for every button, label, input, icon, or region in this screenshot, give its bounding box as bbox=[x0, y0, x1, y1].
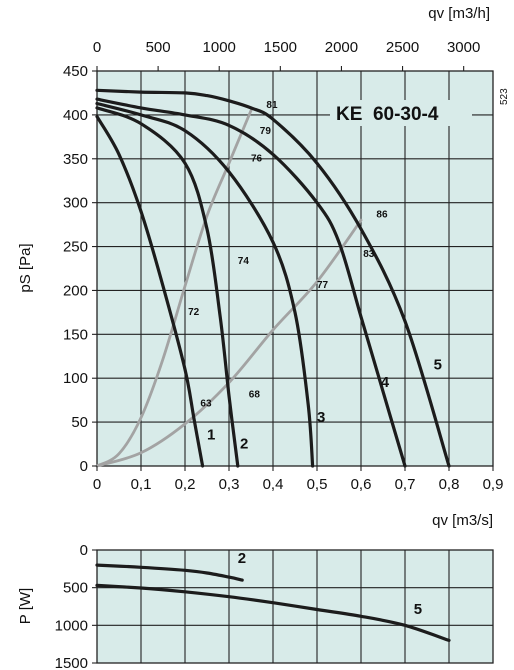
x-top-axis-title: qv [m3/h] bbox=[428, 5, 490, 22]
efficiency-labels: 63 72 74 76 79 81 68 77 83 86 bbox=[188, 100, 388, 409]
power-curve-labels: 25 bbox=[238, 550, 422, 618]
power-tick-labels: 0 500 1000 1500 bbox=[55, 542, 97, 670]
chart-title: KE 60-30-4 bbox=[336, 104, 439, 125]
efficiency-label: 72 bbox=[188, 307, 200, 318]
power-y-axis-title: P [W] bbox=[17, 588, 34, 624]
curve-number-label: 5 bbox=[434, 356, 442, 373]
efficiency-label: 68 bbox=[249, 390, 261, 401]
y-tick-label: 450 bbox=[63, 63, 88, 80]
power-grid bbox=[97, 550, 493, 663]
x-tick-label: 0,6 bbox=[351, 476, 372, 493]
y-tick-label: 100 bbox=[63, 370, 88, 387]
efficiency-curve bbox=[95, 218, 363, 468]
x-tick-label: 0,8 bbox=[439, 476, 460, 493]
y-tick-label: 400 bbox=[63, 107, 88, 124]
curve-number-label: 3 bbox=[317, 409, 325, 426]
y-tick-label: 150 bbox=[63, 326, 88, 343]
x-top-tick-label: 2000 bbox=[325, 39, 358, 56]
efficiency-label: 86 bbox=[376, 210, 388, 221]
power-curves bbox=[95, 563, 451, 642]
main-tick-labels: 0 0,1 0,2 0,3 0,4 0,5 0,6 0,7 0,8 0,9 0 50 100 150 200… bbox=[63, 63, 503, 493]
efficiency-label: 79 bbox=[260, 126, 272, 137]
efficiency-label: 74 bbox=[238, 256, 250, 267]
curve-labels: 1 2 3 4 5 bbox=[207, 356, 442, 452]
x-tick-label: 0 bbox=[93, 476, 101, 493]
pressure-curve-5 bbox=[95, 88, 451, 468]
curve-number-label: 1 bbox=[207, 427, 215, 444]
x-tick-label: 0,5 bbox=[307, 476, 328, 493]
x-top-tick-label: 3000 bbox=[447, 39, 480, 56]
efficiency-label: 63 bbox=[200, 398, 212, 409]
curve-number-label: 4 bbox=[381, 374, 390, 391]
y-tick-label: 250 bbox=[63, 239, 88, 256]
y-tick-label: 0 bbox=[80, 458, 88, 475]
x-tick-label: 0,3 bbox=[219, 476, 240, 493]
power-curve-2 bbox=[95, 563, 244, 582]
efficiency-label: 77 bbox=[317, 280, 329, 291]
power-y-tick-label: 1000 bbox=[55, 617, 88, 634]
power-y-tick-label: 0 bbox=[80, 542, 88, 559]
y-tick-label: 300 bbox=[63, 195, 88, 212]
efficiency-label: 83 bbox=[363, 249, 375, 260]
x-tick-label: 0,9 bbox=[483, 476, 504, 493]
x-top-tick-label: 1000 bbox=[203, 39, 236, 56]
pressure-curve-4 bbox=[95, 97, 407, 468]
x-top-tick-label: 2500 bbox=[386, 39, 419, 56]
y-tick-label: 200 bbox=[63, 282, 88, 299]
curve-number-label: 2 bbox=[240, 435, 248, 452]
x-axis-title: qv [m3/s] bbox=[432, 512, 493, 529]
x-tick-label: 0,1 bbox=[131, 476, 152, 493]
power-curve-number-label: 5 bbox=[414, 601, 422, 618]
top-tick-labels: 0 500 1000 1500 2000 2500 3000 bbox=[93, 39, 480, 71]
x-top-tick-label: 1500 bbox=[264, 39, 297, 56]
efficiency-label: 76 bbox=[251, 153, 263, 164]
title-background bbox=[330, 100, 472, 126]
power-curve-5 bbox=[95, 583, 451, 642]
power-y-tick-label: 500 bbox=[63, 580, 88, 597]
pressure-curve-2 bbox=[95, 106, 240, 468]
y-tick-label: 50 bbox=[71, 414, 88, 431]
x-tick-label: 0,4 bbox=[263, 476, 284, 493]
y-tick-label: 350 bbox=[63, 151, 88, 168]
power-curve-number-label: 2 bbox=[238, 550, 246, 567]
side-code: 523 bbox=[499, 88, 510, 105]
x-tick-label: 0,2 bbox=[175, 476, 196, 493]
power-y-tick-label: 1500 bbox=[55, 655, 88, 670]
x-top-tick-label: 0 bbox=[93, 39, 101, 56]
main-plot-area bbox=[96, 70, 494, 467]
efficiency-label: 81 bbox=[266, 100, 278, 111]
x-tick-label: 0,7 bbox=[395, 476, 416, 493]
x-top-tick-label: 500 bbox=[146, 39, 171, 56]
pressure-curve-1 bbox=[95, 115, 205, 468]
y-axis-title: pS [Pa] bbox=[17, 243, 34, 292]
pressure-curves bbox=[95, 88, 451, 468]
pressure-curve-3 bbox=[95, 101, 315, 468]
